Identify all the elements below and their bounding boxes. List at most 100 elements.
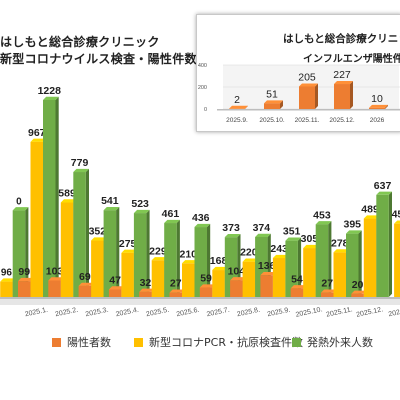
x-tick-2025.7.: 2025.7.: [206, 307, 230, 319]
inset-bar-2025.9.: [229, 105, 248, 109]
data-label-2025.2.-s2: 779: [71, 157, 89, 169]
bar-2025.8.-s1-top: [242, 258, 259, 262]
data-label-2025.7.-s0: 59: [200, 273, 212, 285]
bar-2025.4.-s0-front: [108, 289, 122, 297]
bar-2025.3.-s1-top: [91, 237, 107, 241]
bar-2025.9.-s2-top: [285, 237, 302, 241]
data-label-2025.10.-s2: 453: [313, 209, 331, 221]
bar-partial-tests-top: [0, 278, 16, 282]
inset-data-label-2026: 10: [371, 93, 383, 105]
data-label-2025.5.-s0: 32: [140, 277, 152, 289]
bar-2025.4.-s1-top: [121, 249, 138, 253]
bar-2025.1.-s0-front: [18, 281, 31, 297]
inset-x-axis-line: [217, 109, 400, 111]
bar-2025.2.-s2-front: [73, 172, 86, 297]
bar-2025.2.-s0-front: [48, 280, 61, 297]
bar-2025.11.-s1-top: [333, 249, 350, 253]
bar-2025.11.-s2-top: [346, 230, 362, 234]
data-label-2025.12.-s1: 489: [361, 204, 379, 216]
bar-2025.3.-s2: [103, 207, 120, 297]
inset-bar-2026-top: [369, 104, 388, 108]
chart-legend: 陽性者数 新型コロナPCR・抗原検査件数 発熱外来人数: [0, 330, 400, 354]
x-tick-2025.2.: 2025.2.: [55, 307, 79, 319]
inset-bar-2025.9.-side: [245, 105, 248, 109]
inset-data-label-2025.9.: 2: [234, 94, 240, 106]
bar-2025.11.-s2: [346, 230, 362, 297]
bar-2025.10.-s2-top: [315, 221, 332, 225]
influenza-chart-canvas: 0 200 400 2 2025.9. 51 2025.10. 205 2025.11. 227 2…: [198, 63, 400, 124]
bar-2025.4.-s0-top: [108, 286, 125, 290]
data-label-2026.1.-s1: 457: [392, 209, 400, 221]
legend-label-positive: 陽性者数: [67, 336, 111, 349]
inset-bar-2025.10.: [264, 100, 283, 109]
bar-2025.11.-s2-side: [358, 230, 362, 297]
bar-2025.2.-s2: [73, 168, 89, 297]
inset-bar-2025.12.-top: [334, 81, 353, 85]
bar-2025.6.-s2: [194, 223, 211, 297]
bar-2025.10.-s2-side: [328, 221, 332, 297]
inset-bar-2025.12.: [334, 81, 353, 109]
bar-2025.4.-s1-front: [121, 252, 134, 297]
bar-partial-tests-front: [0, 281, 13, 297]
data-label-2025.2.-s1: 589: [58, 188, 76, 200]
bar-2025.7.-s1-front: [212, 270, 225, 297]
bar-2025.9.-s2: [285, 237, 302, 297]
bar-partial-fever: [12, 207, 29, 297]
legend-item-fever: 発熱外来人数: [292, 334, 373, 350]
bar-2025.12.-s2: [376, 191, 392, 297]
bar-2025.8.-s2-top: [255, 233, 271, 238]
legend-item-positive: 陽性者数: [52, 334, 111, 350]
bar-2025.9.-s1-front: [272, 258, 286, 297]
data-label-2025.11.-s0: 27: [321, 278, 333, 290]
bar-2025.5.-s2: [164, 219, 180, 297]
inset-title-clinic: はしもと総合診療クリニック: [283, 33, 400, 45]
bar-2025.12.-s1-front: [363, 218, 377, 297]
bar-2025.4.-s2-side: [146, 209, 150, 297]
legend-swatch-positive: [52, 337, 61, 347]
bar-2025.10.-s1-front: [303, 248, 316, 297]
bar-2025.1.-s2-side: [55, 96, 59, 297]
data-label-2025.4.-s0: 47: [109, 274, 121, 286]
bar-2025.10.-s2: [315, 221, 332, 297]
bar-2025.4.-s2-front: [133, 213, 147, 297]
bar-2025.7.-s0-front: [199, 287, 213, 297]
bar-2025.7.-s2-top: [224, 233, 241, 238]
data-label-2025.1.-s0: 99: [18, 266, 30, 278]
x-tick-2025.9.: 2025.9.: [267, 307, 291, 319]
inset-data-label-2025.10.: 51: [266, 88, 278, 100]
x-tick-2025.10.: 2025.10.: [295, 306, 323, 319]
data-label-2025.10.-s0: 54: [291, 273, 303, 285]
bar-partial-fever-front: [12, 210, 26, 297]
inset-x-tick-2025.10.: 2025.10.: [259, 117, 284, 124]
bar-2025.3.-s1-front: [91, 240, 104, 297]
inset-y-tick-200: 200: [198, 85, 207, 91]
bar-2025.6.-s1-front: [182, 263, 195, 297]
legend-swatch-fever: [292, 337, 301, 347]
bar-2025.10.-s0-top: [290, 285, 307, 289]
x-tick-2025.8.: 2025.8.: [236, 307, 260, 319]
bar-2025.9.-s2-front: [285, 240, 298, 297]
bar-2025.12.-s1-top: [363, 215, 380, 219]
bar-2025.12.-s0-front: [351, 293, 364, 297]
data-label-2025.6.-s0: 27: [170, 278, 182, 290]
data-label-2025.8.-s2: 374: [253, 222, 271, 234]
bar-2025.8.-s0-front: [230, 280, 243, 297]
bar-2026.1.-s1: [394, 220, 400, 297]
inset-title-influenza: インフルエンザ陽性件数: [303, 54, 400, 65]
data-label-2025.5.-s2: 461: [162, 208, 180, 220]
inset-bar-2025.10.-side: [280, 100, 283, 109]
bar-2025.8.-s0-top: [230, 277, 246, 281]
bar-2025.3.-s2-front: [103, 210, 117, 297]
x-tick-2025.4.: 2025.4.: [115, 307, 139, 319]
bar-2025.6.-s1-top: [182, 260, 198, 264]
bar-2025.3.-s2-top: [103, 207, 120, 211]
bar-2025.1.-s2-front: [43, 100, 56, 297]
bar-2025.6.-s0-front: [169, 292, 182, 297]
bar-2025.1.-s2-top: [43, 96, 59, 100]
data-label-2025.1.-s2: 1228: [38, 85, 62, 97]
data-label-2025.7.-s1: 168: [210, 255, 228, 267]
inset-x-tick-2025.12.: 2025.12.: [329, 117, 354, 124]
bar-2025.3.-s2-side: [116, 207, 120, 297]
bar-2025.6.-s2-front: [194, 227, 207, 297]
